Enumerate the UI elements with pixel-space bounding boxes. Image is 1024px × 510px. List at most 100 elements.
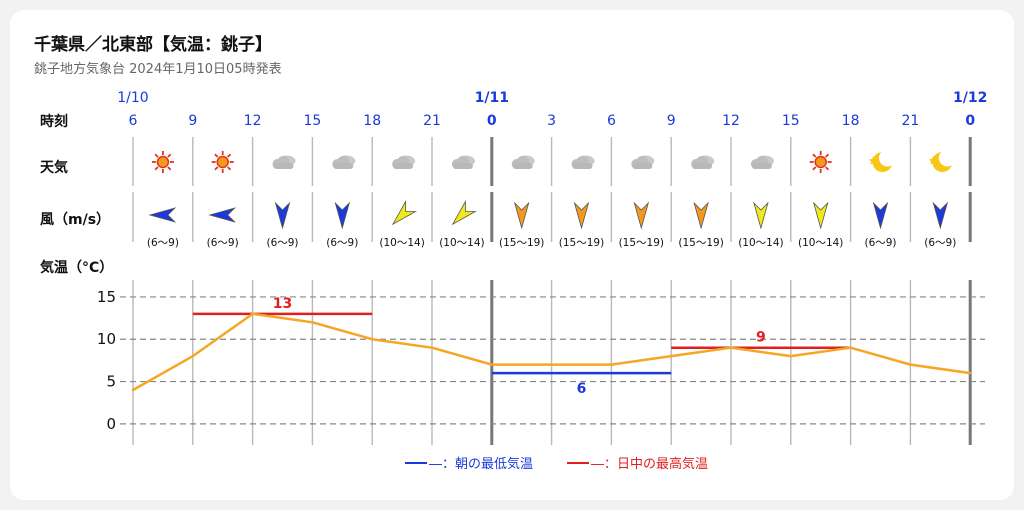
sun-ray <box>214 166 219 171</box>
hour-label: 12 <box>244 113 262 129</box>
legend-min-label: ―：朝の最低気温 <box>429 456 533 472</box>
wind-speed-label: (10～14) <box>379 237 424 249</box>
weather-row-label: 天気 <box>40 159 68 176</box>
wind-arrow-icon <box>274 201 291 230</box>
wind-layer <box>148 200 949 230</box>
page-title: 千葉県／北東部【気温：銚子】 <box>34 35 272 55</box>
cloud-base <box>512 163 533 169</box>
cloudy-icon <box>392 155 416 169</box>
cloud-base <box>452 163 473 169</box>
sun-ray <box>825 166 830 171</box>
sun-ray <box>227 153 232 158</box>
temperature-point <box>131 388 135 392</box>
moon-icon <box>868 149 896 172</box>
sun-ray <box>167 166 172 171</box>
temperature-point <box>311 321 314 324</box>
temperature-point <box>849 346 852 349</box>
hour-label: 0 <box>487 113 497 129</box>
sun-ray <box>812 166 817 171</box>
hour-label: 9 <box>667 113 676 129</box>
wind-arrow-icon <box>872 201 889 230</box>
max-temp-label: 13 <box>273 296 292 312</box>
text-layer: 1/10 1/11 1/12 6 9 12 15 18 21 0 3 6 9 12 15 18 21 0 0 5 10 1… <box>97 90 987 433</box>
sun-ray <box>154 153 159 158</box>
wind-arrow-icon <box>932 201 949 230</box>
y-tick-label: 15 <box>97 288 116 306</box>
max-temp-label: 9 <box>756 330 766 346</box>
legend-max-label: ―：日中の最高気温 <box>591 456 708 472</box>
wind-speed-label: (6～9) <box>266 237 298 249</box>
hour-label: 21 <box>423 113 441 129</box>
cloud-base <box>751 163 772 169</box>
temperature-point <box>670 354 673 358</box>
cloudy-icon <box>272 155 296 169</box>
temperature-point <box>909 363 912 366</box>
wind-arrow-icon <box>391 200 418 226</box>
date-label: 1/12 <box>953 90 987 106</box>
hour-label: 12 <box>722 113 740 129</box>
grid-layer <box>120 137 985 445</box>
moon-star <box>928 156 938 165</box>
cloudy-icon <box>451 155 475 169</box>
hour-label: 15 <box>303 113 321 129</box>
wind-arrow-icon <box>451 200 477 226</box>
temperature-point <box>251 312 254 316</box>
sun-ray <box>227 166 232 171</box>
sun-ray <box>812 153 817 158</box>
cloud-base <box>572 163 593 169</box>
wind-arrow-icon <box>334 201 351 230</box>
moon-cutout <box>879 149 896 167</box>
wind-speed-label: (6～9) <box>147 237 179 249</box>
wind-speed-label: (15～19) <box>499 237 544 249</box>
hour-label: 18 <box>363 113 381 129</box>
cloud-base <box>333 163 354 169</box>
temperature-point <box>969 371 972 375</box>
temperature-point <box>610 363 613 366</box>
hour-label: 0 <box>965 113 975 129</box>
sunny-icon <box>151 151 174 173</box>
cloudy-icon <box>691 155 715 169</box>
cloudy-icon <box>571 155 595 169</box>
wind-arrow-icon <box>633 201 650 230</box>
cloudy-icon <box>511 155 535 169</box>
y-tick-label: 10 <box>97 330 116 348</box>
time-row-label: 時刻 <box>40 113 68 130</box>
wind-speed-label: (15～19) <box>678 237 723 249</box>
wind-speed-label: (10～14) <box>798 237 843 249</box>
sunny-icon <box>809 151 832 173</box>
wind-speed-label: (10～14) <box>738 237 783 249</box>
temperature-point <box>729 346 733 349</box>
hour-label: 21 <box>901 113 919 129</box>
cloud-base <box>632 163 653 169</box>
wind-speed-label: (10～14) <box>439 237 484 249</box>
wind-arrow-icon <box>573 201 590 230</box>
issuer-subtitle: 銚子地方気象台 2024年1月10日05時発表 <box>34 62 282 77</box>
moon-star <box>868 156 878 165</box>
wind-speed-label: (15～19) <box>559 237 604 249</box>
date-label: 1/10 <box>117 90 148 106</box>
cloudy-icon <box>631 155 655 169</box>
icon-layer <box>151 149 956 173</box>
temperature-point <box>550 363 553 366</box>
moon-cutout <box>938 149 956 167</box>
wind-speed-label: (6～9) <box>326 237 358 249</box>
wind-arrow-icon <box>693 201 709 230</box>
wind-arrow-icon <box>208 207 237 223</box>
temperature-point <box>789 354 792 358</box>
y-tick-label: 5 <box>106 373 116 391</box>
sun-ray <box>167 153 172 158</box>
sun-ray <box>825 153 830 158</box>
sun-disc <box>216 155 229 169</box>
wind-arrow-icon <box>812 201 829 230</box>
temp-row-label: 気温（°C） <box>40 259 113 276</box>
cloudy-icon <box>750 155 774 169</box>
wind-row-label: 風（m/s） <box>40 212 110 228</box>
sun-ray <box>214 153 219 158</box>
forecast-card <box>10 10 1014 500</box>
cloudy-icon <box>332 155 356 169</box>
sunny-icon <box>211 151 234 173</box>
hour-label: 3 <box>547 113 556 129</box>
hour-label: 18 <box>842 113 860 129</box>
wind-speed-label: (6～9) <box>924 237 956 249</box>
date-label: 1/11 <box>475 90 509 106</box>
